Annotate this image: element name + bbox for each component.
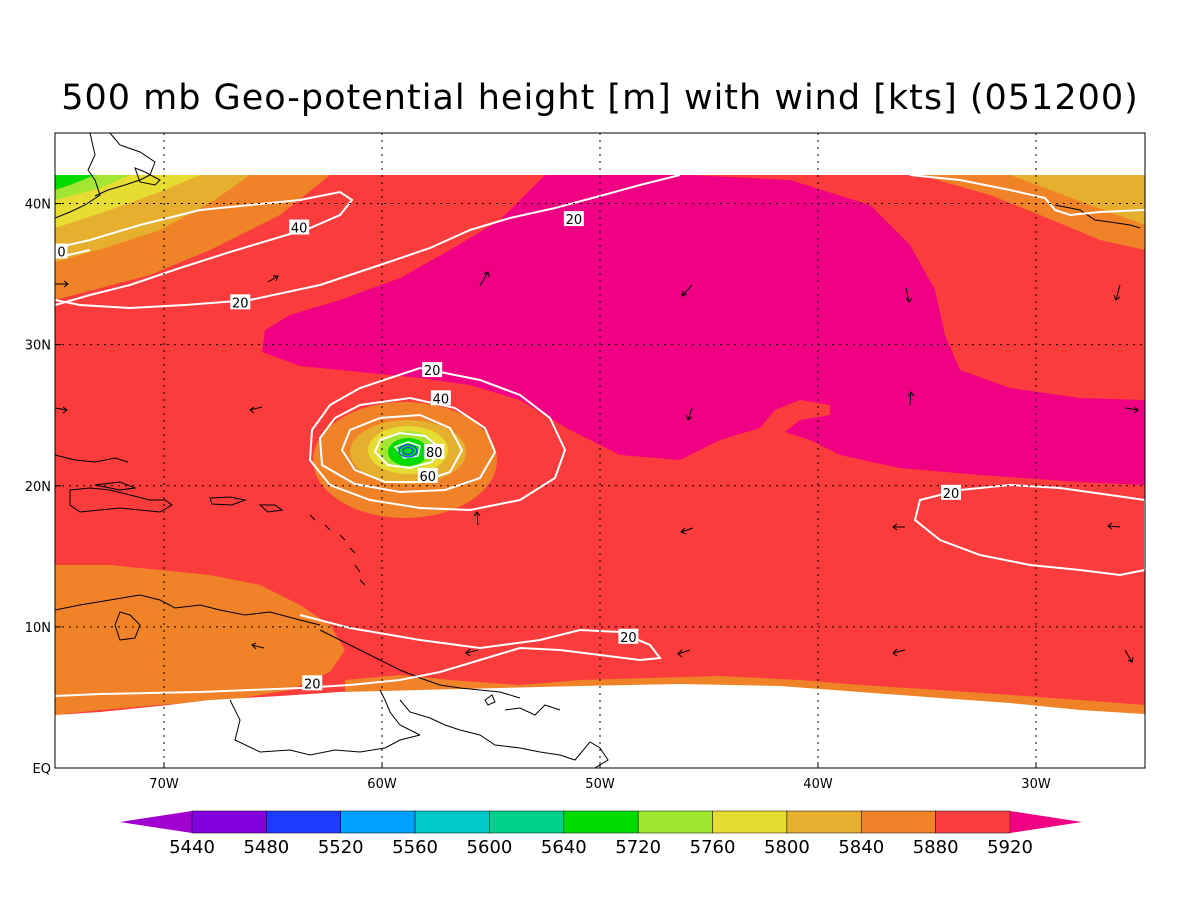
chart-title: 500 mb Geo-potential height [m] with win… xyxy=(61,78,1139,118)
colorbar-box xyxy=(414,810,490,834)
contour-label-bg xyxy=(430,390,451,406)
colorbar-box xyxy=(191,810,267,834)
y-axis: EQ 10N 20N 30N 40N xyxy=(25,198,61,777)
colorbar-box xyxy=(861,810,936,834)
colorbar-label: 5920 xyxy=(987,837,1033,858)
wind-arrow xyxy=(465,648,479,657)
contour-label: 20 xyxy=(424,364,441,379)
colorbar-lower-extension xyxy=(120,811,192,833)
coastlines xyxy=(55,133,1141,768)
contour-label-bg xyxy=(289,219,310,235)
contour-label: 20 xyxy=(620,631,637,646)
y-tick-label: EQ xyxy=(33,762,51,777)
contour-label-bg xyxy=(55,243,68,259)
colorbar-label: 5760 xyxy=(690,837,736,858)
grid-lines xyxy=(55,133,1145,768)
contour-label: 20 xyxy=(304,677,321,692)
colorbar-label: 5640 xyxy=(541,837,587,858)
contour-label: 60 xyxy=(420,470,437,485)
colorbar: 5440 5480 5520 5560 5600 5640 5720 5760 5800 5840… xyxy=(120,810,1082,858)
contour-label-bg xyxy=(417,467,438,483)
wind-arrow xyxy=(1107,522,1121,530)
colorbar-label: 5480 xyxy=(243,837,289,858)
contour-label-bg xyxy=(424,443,445,459)
colorbar-box xyxy=(935,810,1011,834)
wind-arrow xyxy=(1113,284,1121,301)
wind-arrow xyxy=(680,527,694,535)
wind-arrow xyxy=(681,284,693,297)
wind-arrow xyxy=(685,407,693,421)
wind-arrow xyxy=(677,649,691,658)
x-tick-label: 30W xyxy=(1021,777,1051,792)
contour-labels: 40 20 20 0 20 40 80 60 20 20 20 xyxy=(55,211,961,692)
contour-label: 20 xyxy=(232,296,249,311)
height-band-5840-south xyxy=(55,565,345,715)
colorbar-box xyxy=(712,810,788,834)
colorbar-box xyxy=(563,810,639,834)
contour-label: 80 xyxy=(426,446,443,461)
wind-arrow xyxy=(479,271,490,287)
wind-arrow xyxy=(1124,406,1139,414)
y-tick-label: 20N xyxy=(25,480,51,495)
wind-arrow xyxy=(249,406,263,414)
height-band-5640-north xyxy=(55,175,95,190)
wind-arrow xyxy=(251,642,265,650)
y-tick-label: 40N xyxy=(25,198,51,213)
contour-label: 40 xyxy=(433,392,450,407)
x-tick-label: 70W xyxy=(149,777,179,792)
wind-arrow xyxy=(55,406,68,414)
storm-eye-contours xyxy=(398,444,418,458)
contour-label-bg xyxy=(302,675,323,691)
contour-label: 20 xyxy=(943,487,960,502)
contour-label-bg xyxy=(940,484,961,500)
wind-arrow xyxy=(267,275,279,283)
wind-arrow xyxy=(1124,649,1134,663)
wind-arrow xyxy=(55,280,69,288)
contour-label: 0 xyxy=(57,246,65,261)
colorbar-box xyxy=(266,810,341,834)
contour-label: 20 xyxy=(566,213,583,228)
contour-label-bg xyxy=(422,362,443,378)
colorbar-label: 5840 xyxy=(838,837,884,858)
colorbar-label: 5560 xyxy=(392,837,438,858)
colorbar-label: 5440 xyxy=(169,837,215,858)
contour-label-bg xyxy=(563,211,584,227)
colorbar-label: 5800 xyxy=(764,837,810,858)
x-axis: 70W 60W 50W 40W 30W xyxy=(149,762,1051,792)
colorbar-box xyxy=(489,810,565,834)
wind-arrow xyxy=(892,523,905,531)
colorbar-upper-extension xyxy=(1010,811,1082,833)
x-tick-label: 60W xyxy=(367,777,397,792)
missing-data-region xyxy=(55,684,1145,768)
wind-arrow xyxy=(907,391,915,406)
wind-arrow xyxy=(892,648,906,657)
colorbar-label: 5880 xyxy=(913,837,959,858)
wind-arrow xyxy=(905,287,913,303)
colorbar-label: 5600 xyxy=(467,837,513,858)
wind-contours xyxy=(55,174,1145,697)
x-tick-label: 40W xyxy=(803,777,833,792)
colorbar-box xyxy=(637,810,713,834)
contour-label-bg xyxy=(230,294,251,310)
colorbar-label: 5520 xyxy=(318,837,364,858)
y-tick-label: 30N xyxy=(25,339,51,354)
wind-arrow xyxy=(473,511,481,526)
x-tick-label: 50W xyxy=(585,777,615,792)
height-band-5920 xyxy=(262,175,1145,485)
wind-vectors xyxy=(55,271,1139,663)
map-plot-area: 40 20 20 0 20 40 80 60 20 20 20 xyxy=(55,133,1145,768)
y-tick-label: 10N xyxy=(25,621,51,636)
contour-label: 40 xyxy=(291,222,308,237)
colorbar-box xyxy=(340,810,416,834)
contour-label-bg xyxy=(618,628,639,644)
colorbar-box xyxy=(786,810,862,834)
colorbar-label: 5720 xyxy=(615,837,661,858)
